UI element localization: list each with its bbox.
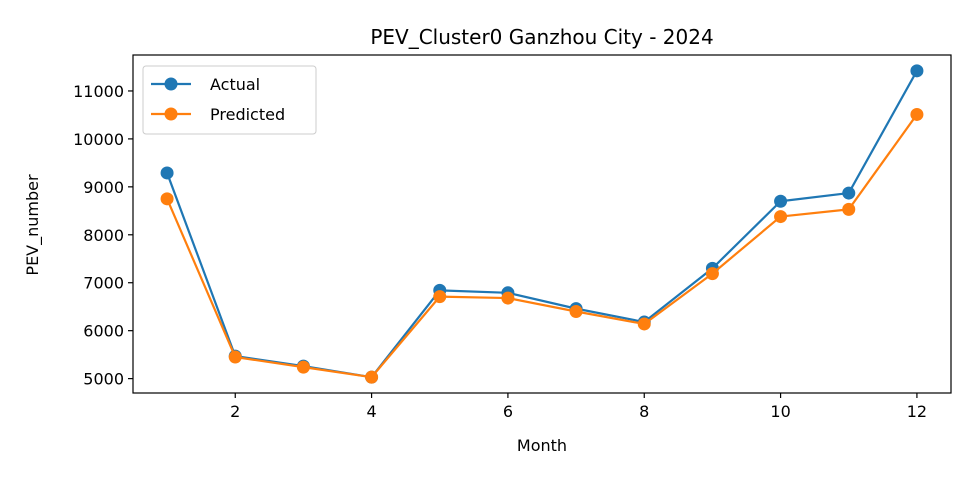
data-point-actual-12 — [910, 64, 924, 78]
y-tick-label-6000: 6000 — [83, 322, 124, 341]
data-point-actual-11 — [842, 186, 856, 200]
x-tick-label-10: 10 — [770, 402, 790, 421]
plot-area — [160, 64, 924, 384]
axes-frame — [132, 54, 952, 394]
y-tick-label-9000: 9000 — [83, 178, 124, 197]
chart-title: PEV_Cluster0 Ganzhou City - 2024 — [370, 25, 713, 49]
series-line-predicted — [166, 113, 918, 379]
y-axis-label: PEV_number — [23, 174, 43, 276]
data-point-actual-1 — [160, 166, 174, 180]
y-tick-label-11000: 11000 — [73, 82, 124, 101]
data-point-predicted-10 — [774, 210, 788, 224]
data-point-actual-10 — [774, 194, 788, 208]
x-axis-label: Month — [517, 436, 567, 455]
data-point-predicted-8 — [637, 317, 651, 331]
y-tick-label-10000: 10000 — [73, 130, 124, 149]
data-point-predicted-6 — [501, 291, 515, 305]
legend: Actual Predicted — [142, 65, 317, 135]
y-tick-label-8000: 8000 — [83, 226, 124, 245]
x-tick-label-6: 6 — [503, 402, 513, 421]
data-point-predicted-5 — [433, 290, 447, 304]
data-point-predicted-2 — [228, 350, 242, 364]
x-tick-label-8: 8 — [639, 402, 649, 421]
legend-label-predicted: Predicted — [210, 105, 285, 124]
x-tick-label-12: 12 — [907, 402, 927, 421]
data-point-predicted-11 — [842, 202, 856, 216]
data-point-predicted-12 — [910, 107, 924, 121]
data-point-predicted-7 — [569, 305, 583, 318]
data-point-predicted-1 — [160, 192, 174, 206]
axes: 2 4 6 8 10 12 5000 6000 7000 8000 9000 10000 11000 — [73, 54, 952, 421]
x-tick-label-4: 4 — [366, 402, 376, 421]
data-point-predicted-4 — [365, 370, 379, 384]
legend-label-actual: Actual — [210, 75, 260, 94]
data-point-predicted-3 — [296, 360, 310, 374]
data-point-predicted-9 — [705, 267, 719, 281]
legend-marker-actual — [164, 77, 178, 91]
legend-marker-predicted — [164, 107, 178, 121]
y-tick-label-5000: 5000 — [83, 370, 124, 389]
y-tick-label-7000: 7000 — [83, 274, 124, 293]
x-tick-label-2: 2 — [230, 402, 240, 421]
